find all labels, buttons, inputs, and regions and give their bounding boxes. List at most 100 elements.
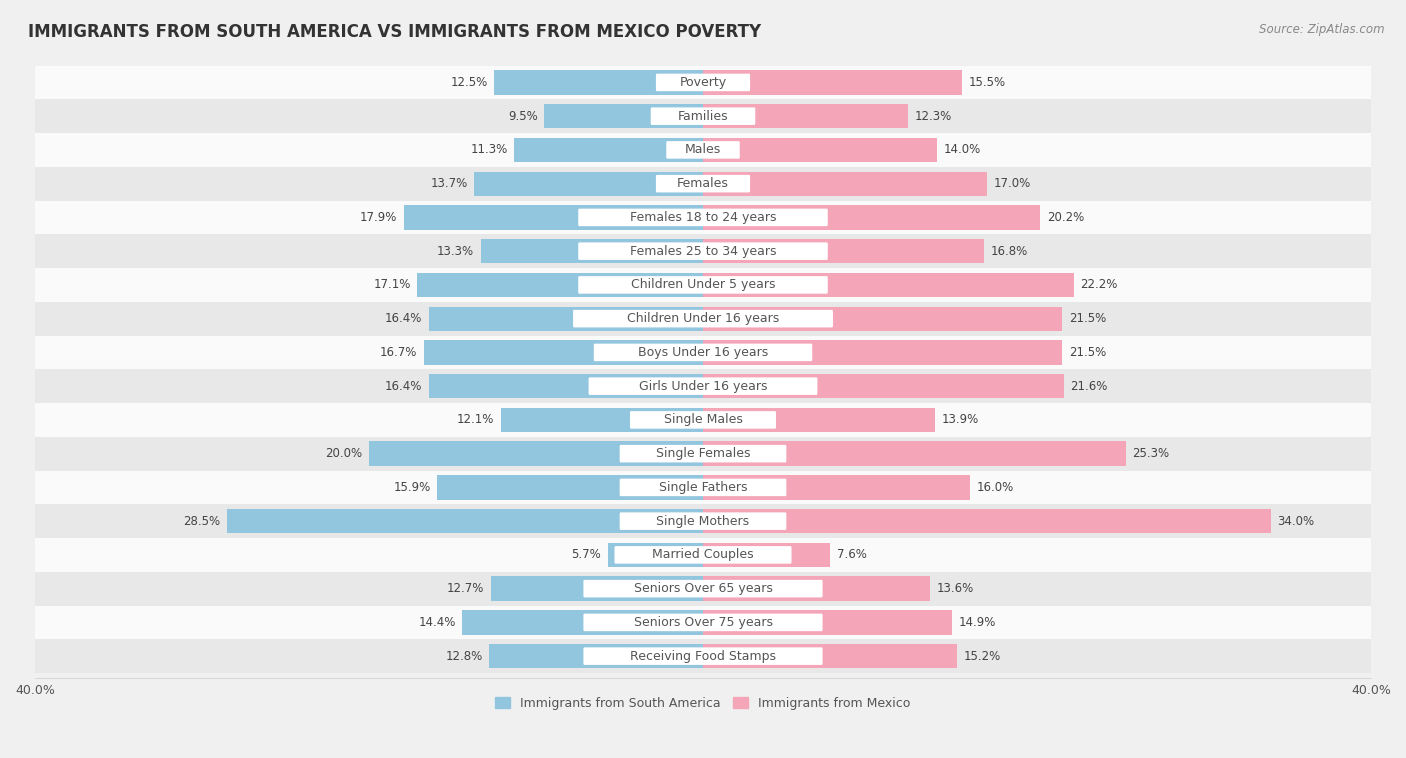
Text: Source: ZipAtlas.com: Source: ZipAtlas.com [1260,23,1385,36]
Bar [463,610,703,634]
Bar [491,577,703,601]
Text: Children Under 5 years: Children Under 5 years [631,278,775,291]
Text: Boys Under 16 years: Boys Under 16 years [638,346,768,359]
FancyBboxPatch shape [578,276,828,293]
Text: 12.3%: 12.3% [915,110,952,123]
Bar [501,408,703,432]
Text: 14.9%: 14.9% [959,616,995,629]
Text: 20.0%: 20.0% [325,447,363,460]
FancyBboxPatch shape [630,411,776,429]
Bar [703,70,962,95]
Bar [607,543,703,567]
FancyBboxPatch shape [583,614,823,631]
Bar [703,408,935,432]
Text: 16.0%: 16.0% [977,481,1014,494]
Text: Girls Under 16 years: Girls Under 16 years [638,380,768,393]
Bar [35,65,1371,99]
Text: 20.2%: 20.2% [1047,211,1084,224]
Text: 12.1%: 12.1% [457,413,495,427]
FancyBboxPatch shape [593,343,813,361]
Text: 15.5%: 15.5% [969,76,1005,89]
FancyBboxPatch shape [651,108,755,125]
Text: 13.3%: 13.3% [437,245,474,258]
FancyBboxPatch shape [620,445,786,462]
Bar [35,167,1371,201]
Bar [404,205,703,230]
Bar [703,138,936,162]
Bar [226,509,703,534]
Text: 5.7%: 5.7% [571,548,602,562]
Text: Seniors Over 75 years: Seniors Over 75 years [634,616,772,629]
Text: 17.1%: 17.1% [374,278,411,291]
Bar [703,171,987,196]
Text: 21.5%: 21.5% [1069,312,1107,325]
Bar [515,138,703,162]
Bar [35,201,1371,234]
Text: 17.9%: 17.9% [360,211,398,224]
Bar [35,268,1371,302]
FancyBboxPatch shape [589,377,817,395]
Bar [418,273,703,297]
Bar [703,374,1064,398]
Text: Receiving Food Stamps: Receiving Food Stamps [630,650,776,662]
Text: Families: Families [678,110,728,123]
Text: 16.7%: 16.7% [380,346,418,359]
Text: 12.5%: 12.5% [450,76,488,89]
Bar [35,133,1371,167]
Bar [544,104,703,128]
Bar [703,306,1062,330]
Text: Seniors Over 65 years: Seniors Over 65 years [634,582,772,595]
Bar [425,340,703,365]
Bar [35,538,1371,572]
FancyBboxPatch shape [666,141,740,158]
FancyBboxPatch shape [578,243,828,260]
Bar [437,475,703,500]
Bar [703,509,1271,534]
Text: 11.3%: 11.3% [471,143,508,156]
Bar [35,606,1371,639]
Bar [35,302,1371,336]
Text: 15.2%: 15.2% [963,650,1001,662]
FancyBboxPatch shape [583,580,823,597]
Text: 12.7%: 12.7% [447,582,484,595]
Bar [474,171,703,196]
Text: 21.5%: 21.5% [1069,346,1107,359]
FancyBboxPatch shape [657,175,749,193]
Text: 15.9%: 15.9% [394,481,430,494]
Bar [35,471,1371,504]
Text: 25.3%: 25.3% [1132,447,1170,460]
FancyBboxPatch shape [620,478,786,496]
Text: Married Couples: Married Couples [652,548,754,562]
Text: 16.8%: 16.8% [990,245,1028,258]
Bar [429,374,703,398]
Bar [35,403,1371,437]
FancyBboxPatch shape [657,74,749,91]
Text: 22.2%: 22.2% [1080,278,1118,291]
Text: Females 25 to 34 years: Females 25 to 34 years [630,245,776,258]
Bar [429,306,703,330]
Text: Single Fathers: Single Fathers [659,481,747,494]
Bar [35,369,1371,403]
Bar [489,644,703,669]
Text: Single Males: Single Males [664,413,742,427]
Bar [703,475,970,500]
Legend: Immigrants from South America, Immigrants from Mexico: Immigrants from South America, Immigrant… [491,692,915,715]
Text: Single Females: Single Females [655,447,751,460]
Text: 14.4%: 14.4% [419,616,456,629]
Text: 34.0%: 34.0% [1278,515,1315,528]
Bar [703,577,931,601]
Bar [35,639,1371,673]
Bar [481,239,703,263]
Text: Single Mothers: Single Mothers [657,515,749,528]
FancyBboxPatch shape [620,512,786,530]
Bar [35,234,1371,268]
Text: Children Under 16 years: Children Under 16 years [627,312,779,325]
Text: Males: Males [685,143,721,156]
Bar [703,644,957,669]
Bar [703,104,908,128]
Bar [35,336,1371,369]
FancyBboxPatch shape [578,208,828,226]
Text: 16.4%: 16.4% [385,312,422,325]
Text: 9.5%: 9.5% [508,110,537,123]
Bar [35,504,1371,538]
